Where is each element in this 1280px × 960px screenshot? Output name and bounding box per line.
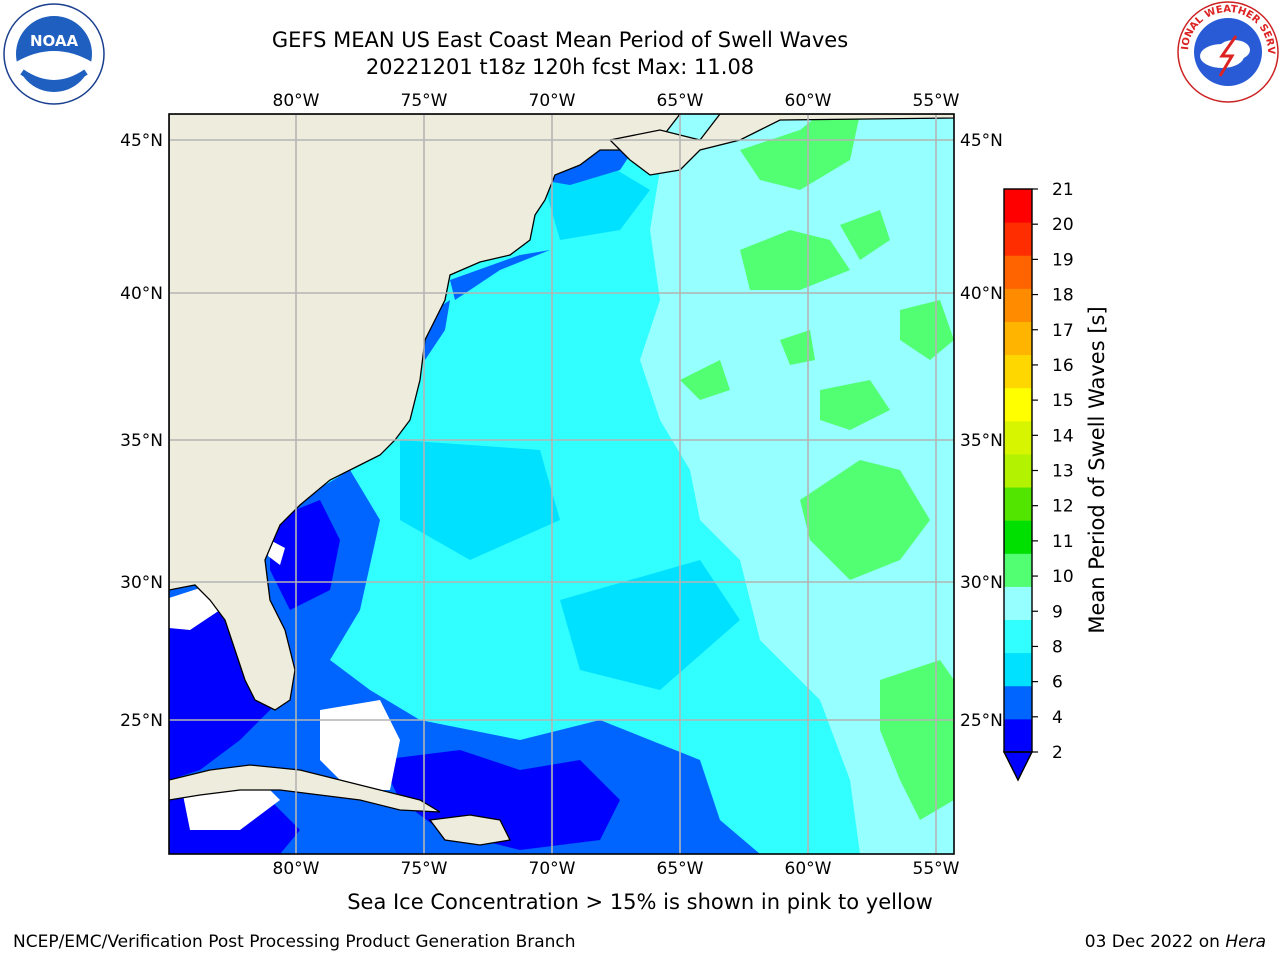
colorbar-segment xyxy=(1004,453,1032,488)
colorbar-segment xyxy=(1004,586,1032,621)
colorbar-tick-label: 20 xyxy=(1052,215,1074,235)
colorbar-segment xyxy=(1004,619,1032,654)
colorbar-tick-label: 15 xyxy=(1052,391,1074,411)
colorbar-tick-label: 10 xyxy=(1052,567,1074,587)
lat-label-right: 25°N xyxy=(960,711,1003,731)
colorbar-tick-label: 6 xyxy=(1052,673,1063,693)
lat-labels-right: 45°N 40°N 35°N 30°N 25°N xyxy=(960,131,1003,731)
colorbar-tick-label: 8 xyxy=(1052,637,1063,657)
colorbar-segment xyxy=(1004,652,1032,687)
lat-label-left: 30°N xyxy=(120,573,163,593)
nws-logo: NATIONAL WEATHER SERVICE xyxy=(1176,0,1279,103)
lon-label-bottom: 75°W xyxy=(401,859,448,879)
footer-date: 03 Dec 2022 on Hera xyxy=(1085,932,1266,952)
colorbar-tick-label: 19 xyxy=(1052,250,1074,270)
colorbar-tick-label: 9 xyxy=(1052,602,1063,622)
footer-credit: NCEP/EMC/Verification Post Processing Pr… xyxy=(13,932,576,952)
colorbar-extend-arrow xyxy=(1002,751,1034,782)
coastal-swell-strip xyxy=(420,140,640,360)
colorbar-tick-label: 17 xyxy=(1052,321,1074,341)
lon-label-top: 75°W xyxy=(401,91,448,111)
colorbar-segment xyxy=(1004,354,1032,389)
colorbar-tick-label: 16 xyxy=(1052,356,1074,376)
lat-labels-left: 45°N 40°N 35°N 30°N 25°N xyxy=(120,131,163,731)
lat-label-right: 30°N xyxy=(960,573,1003,593)
colorbar-segment xyxy=(1004,222,1032,256)
lon-label-bottom: 70°W xyxy=(529,859,576,879)
colorbar-tick-label: 4 xyxy=(1052,708,1063,728)
colorbar: 21 20 19 18 17 16 15 14 13 12 11 10 9 8 6 4 2 xyxy=(1002,180,1074,782)
lat-label-left: 45°N xyxy=(120,131,163,151)
lon-labels-top: 80°W 75°W 70°W 65°W 60°W 55°W xyxy=(273,91,960,111)
colorbar-tick-label: 18 xyxy=(1052,286,1074,306)
colorbar-segment xyxy=(1004,420,1032,455)
lon-label-top: 80°W xyxy=(273,91,320,111)
colorbar-segment xyxy=(1004,685,1032,720)
lon-label-top: 55°W xyxy=(913,91,960,111)
colorbar-segment xyxy=(1004,553,1032,587)
lon-label-top: 60°W xyxy=(785,91,832,111)
colorbar-tick-label: 2 xyxy=(1052,743,1063,763)
lon-label-bottom: 60°W xyxy=(785,859,832,879)
footer-host: Hera xyxy=(1225,932,1266,952)
colorbar-segment xyxy=(1004,255,1032,289)
colorbar-segment xyxy=(1004,189,1032,223)
swell-band-4-6s xyxy=(400,160,740,690)
swell-band-below-2s xyxy=(169,500,620,854)
lat-label-right: 40°N xyxy=(960,284,1003,304)
colorbar-segment xyxy=(1004,321,1032,356)
map-frame xyxy=(168,113,955,855)
lon-label-bottom: 55°W xyxy=(913,859,960,879)
footer-date-text: 03 Dec 2022 on xyxy=(1084,932,1226,952)
swell-band-8-9s xyxy=(640,114,954,854)
colorbar-tick-label: 12 xyxy=(1052,497,1074,517)
colorbar-tick-label: 11 xyxy=(1052,532,1074,552)
swell-band-9-10s xyxy=(680,114,954,820)
graticule xyxy=(169,114,954,854)
map-area[interactable] xyxy=(169,114,954,854)
noaa-logo: NOAA xyxy=(3,3,105,105)
colorbar-tick-label: 14 xyxy=(1052,426,1074,446)
lon-labels-bottom: 80°W 75°W 70°W 65°W 60°W 55°W xyxy=(273,859,960,879)
lat-label-left: 25°N xyxy=(120,711,163,731)
lon-label-bottom: 80°W xyxy=(273,859,320,879)
svg-text:NOAA: NOAA xyxy=(30,32,79,50)
colorbar-segment xyxy=(1004,387,1032,422)
colorbar-segment xyxy=(1004,288,1032,322)
colorbar-segment xyxy=(1004,487,1032,521)
lon-label-bottom: 65°W xyxy=(657,859,704,879)
chart-title: GEFS MEAN US East Coast Mean Period of S… xyxy=(271,28,849,52)
chart-subtitle: 20221201 t18z 120h fcst Max: 11.08 xyxy=(365,55,755,79)
lon-label-top: 65°W xyxy=(657,91,704,111)
sea-ice-caption: Sea Ice Concentration > 15% is shown in … xyxy=(347,890,933,914)
lat-label-right: 35°N xyxy=(960,431,1003,451)
colorbar-label: Mean Period of Swell Waves [s] xyxy=(1085,306,1109,634)
lon-label-top: 70°W xyxy=(529,91,576,111)
colorbar-tick-label: 13 xyxy=(1052,462,1074,482)
lat-label-left: 40°N xyxy=(120,284,163,304)
lat-label-left: 35°N xyxy=(120,431,163,451)
colorbar-segment xyxy=(1004,520,1032,554)
colorbar-segment xyxy=(1004,718,1032,753)
colorbar-tick-label: 21 xyxy=(1052,180,1074,200)
lat-label-right: 45°N xyxy=(960,131,1003,151)
